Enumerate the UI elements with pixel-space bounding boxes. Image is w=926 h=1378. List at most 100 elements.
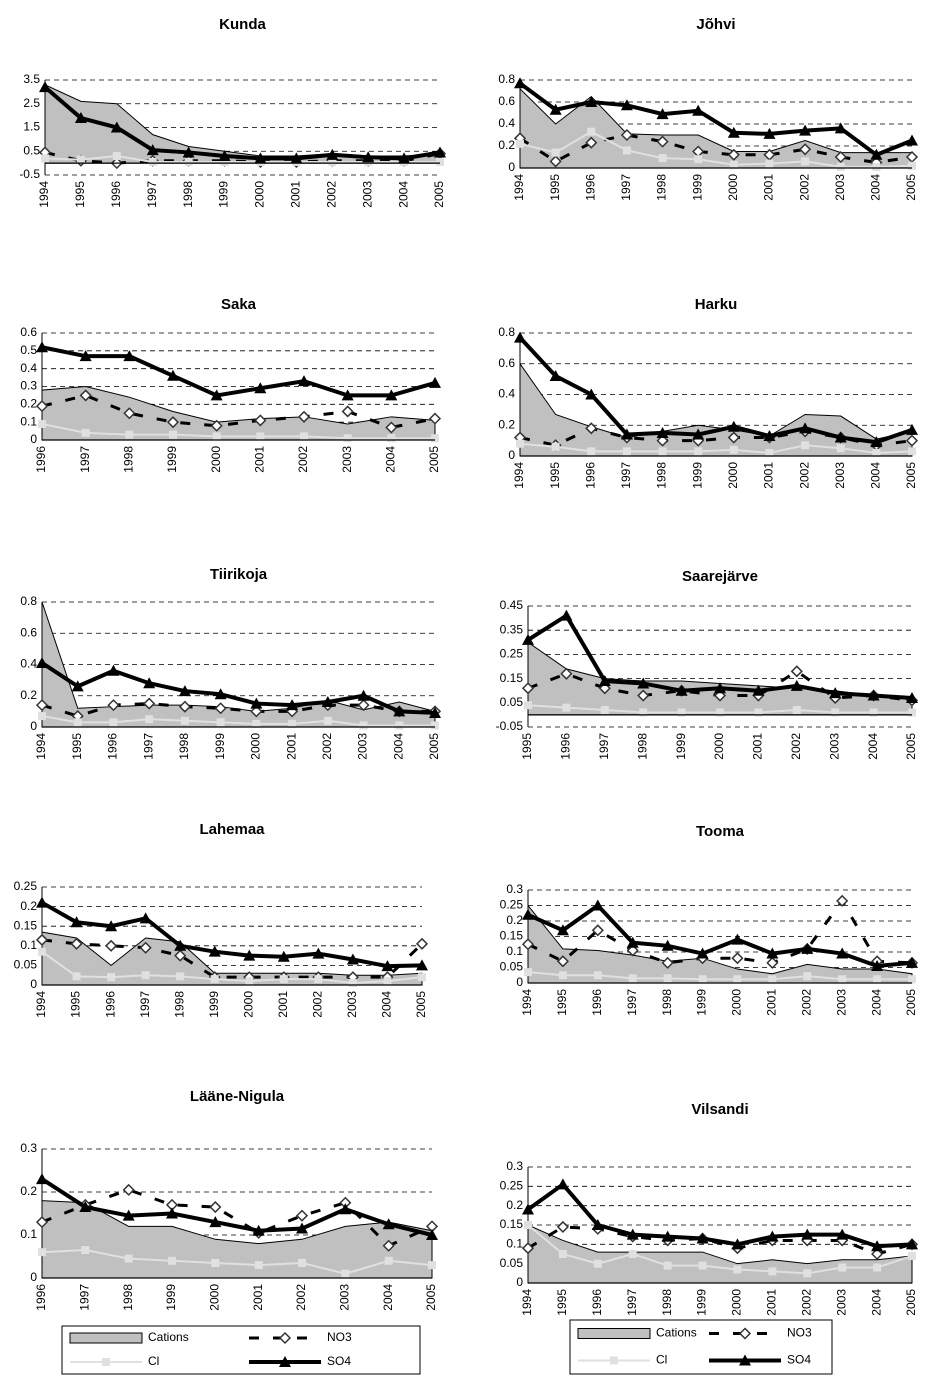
x-tick-label: 2001 <box>284 733 298 760</box>
chloride-marker <box>211 1258 220 1267</box>
x-tick-label: 2001 <box>251 1284 265 1311</box>
x-tick-label: 2002 <box>797 174 811 201</box>
nitrate-marker <box>790 665 803 678</box>
cations-area <box>41 1200 433 1279</box>
chloride-marker <box>698 1261 707 1270</box>
x-tick-label: 1994 <box>512 174 526 201</box>
y-tick-label: 0.15 <box>500 929 524 943</box>
chloride-marker <box>694 447 703 456</box>
y-tick-label: 0.05 <box>500 960 524 974</box>
chloride-marker <box>38 712 46 721</box>
x-tick-label: 2004 <box>396 181 410 208</box>
nitrate-marker <box>35 699 49 712</box>
sulfate-marker <box>250 697 263 709</box>
chloride-marker <box>873 975 882 984</box>
x-tick-label: 2005 <box>904 462 918 489</box>
x-tick-label: 2002 <box>296 446 310 473</box>
x-tick-label: 2002 <box>789 733 803 760</box>
x-tick-label: 1998 <box>122 446 136 473</box>
y-tick-label: 0.4 <box>498 116 515 130</box>
chloride-marker <box>76 155 85 164</box>
sulfate-marker <box>277 950 290 962</box>
chloride-marker <box>220 157 229 166</box>
x-tick-label: 2000 <box>209 446 223 473</box>
chloride-marker <box>639 708 648 717</box>
series-line <box>41 938 424 979</box>
chloride-marker <box>148 157 157 166</box>
chloride-marker <box>694 155 703 164</box>
chart-panel: Harku 0 0.2 0.4 0.6 0.8 1994 1995 1996 1997 1998 19… <box>498 296 918 489</box>
chloride-marker <box>436 157 444 166</box>
sulfate-marker <box>74 112 87 123</box>
x-tick-label: 2005 <box>904 1289 918 1316</box>
chloride-marker <box>872 448 881 457</box>
chart-panel: Jõhvi 0 0.2 0.4 0.6 0.8 1994 1995 1996 1997 1998 19… <box>498 16 918 201</box>
x-tick-label: 1998 <box>655 174 669 201</box>
sulfate-marker <box>637 677 650 689</box>
chloride-marker <box>628 1250 637 1258</box>
chloride-marker <box>431 434 439 443</box>
chloride-marker <box>869 708 878 717</box>
chloride-marker <box>838 975 847 984</box>
x-tick-label: 1995 <box>69 991 83 1018</box>
sulfate-marker <box>598 675 611 687</box>
x-tick-label: 1999 <box>690 462 704 489</box>
chloride-marker <box>593 1259 602 1268</box>
chloride-marker <box>428 1261 436 1270</box>
y-tick-label: 0.2 <box>498 417 515 431</box>
x-tick-label: 1994 <box>34 991 48 1018</box>
x-tick-label: 1996 <box>106 733 120 760</box>
nitrate-marker <box>250 705 263 718</box>
cations-area <box>519 87 913 169</box>
sulfate-marker <box>834 122 847 134</box>
chloride-marker <box>836 162 845 171</box>
x-tick-label: 2005 <box>427 446 441 473</box>
sulfate-marker <box>731 1238 744 1250</box>
y-tick-label: 1.5 <box>23 120 40 134</box>
x-tick-label: 2002 <box>799 989 813 1016</box>
chart-title: Jõhvi <box>696 16 735 33</box>
x-tick-label: 2003 <box>827 733 841 760</box>
sulfate-marker <box>727 126 740 138</box>
series-line <box>41 422 435 440</box>
chloride-marker <box>836 444 845 453</box>
chloride-marker <box>593 971 602 980</box>
nitrate-marker <box>556 955 569 968</box>
x-tick-label: 1996 <box>34 446 48 473</box>
chart-title: Tiirikoja <box>210 566 268 583</box>
x-tick-label: 2003 <box>340 446 354 473</box>
series-line <box>40 1177 433 1237</box>
chloride-marker <box>38 947 46 956</box>
sulfate-marker <box>763 430 776 442</box>
y-tick-label: 0.2 <box>20 397 37 411</box>
x-tick-label: 1995 <box>555 989 569 1016</box>
x-tick-label: 1999 <box>164 1284 178 1311</box>
nitrate-marker <box>295 1209 309 1222</box>
x-tick-label: 2002 <box>799 1289 813 1316</box>
sulfate-marker <box>675 684 688 696</box>
sulfate-marker <box>752 684 765 696</box>
sulfate-marker <box>429 376 441 388</box>
sulfate-marker <box>556 1178 569 1190</box>
sulfate-marker <box>763 127 776 139</box>
x-tick-label: 1997 <box>78 1284 92 1311</box>
chloride-marker <box>216 718 225 727</box>
chloride-marker <box>314 975 323 984</box>
sulfate-marker <box>167 369 179 381</box>
x-tick-label: 2000 <box>730 989 744 1016</box>
sulfate-marker <box>696 947 709 959</box>
y-tick-label: 0.2 <box>506 913 523 927</box>
x-tick-label: 2001 <box>762 174 776 201</box>
sulfate-marker <box>626 1228 639 1240</box>
chloride-marker <box>551 442 560 451</box>
chloride-marker <box>524 1221 532 1229</box>
y-tick-label: 0.4 <box>20 361 37 375</box>
chloride-marker <box>765 159 774 168</box>
chloride-marker <box>431 721 439 730</box>
chloride-marker <box>279 975 288 984</box>
sulfate-marker <box>585 388 598 400</box>
nitrate-marker <box>731 952 744 965</box>
series-line <box>40 661 436 715</box>
x-tick-label: 2002 <box>320 733 334 760</box>
sulfate-marker <box>556 924 569 936</box>
